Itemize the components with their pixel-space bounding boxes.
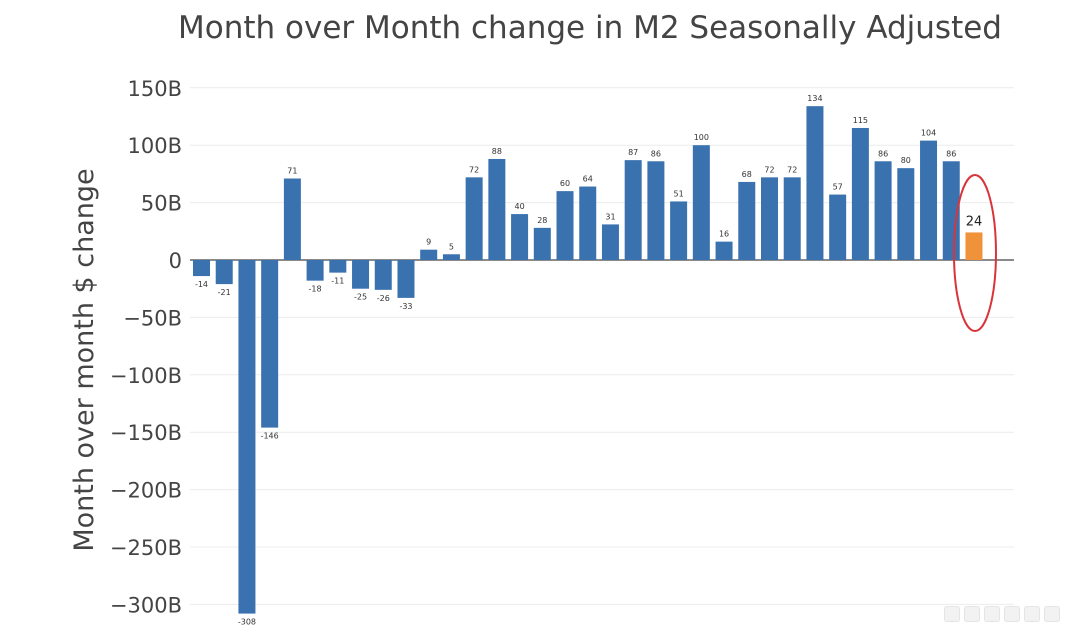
y-tick-label: −150B bbox=[110, 421, 182, 445]
bar-data-label: 86 bbox=[878, 149, 888, 158]
bar-data-label: 87 bbox=[628, 148, 638, 157]
bar bbox=[420, 249, 438, 260]
bar-data-label: -18 bbox=[309, 285, 322, 294]
bar bbox=[511, 214, 529, 260]
bar bbox=[624, 160, 642, 260]
bar-data-label: 24 bbox=[966, 214, 983, 229]
bar-data-label: -14 bbox=[195, 280, 208, 289]
bar-data-label: 60 bbox=[560, 179, 570, 188]
bar bbox=[851, 127, 869, 260]
data-labels: -14 -21 -308 -146 71 -18 -11 -25 -26 -33 9 5 72 88 40 2… bbox=[195, 94, 982, 626]
bar-data-label: 31 bbox=[605, 212, 615, 221]
bar-data-label: 40 bbox=[514, 202, 524, 211]
bar bbox=[193, 260, 210, 277]
bar bbox=[306, 260, 324, 281]
watermark-block bbox=[964, 606, 980, 622]
bar-data-label: 100 bbox=[694, 133, 709, 142]
bar-data-label: -25 bbox=[354, 293, 367, 302]
bar bbox=[488, 158, 506, 260]
bar-data-label: 5 bbox=[449, 242, 454, 251]
bar bbox=[692, 145, 710, 260]
bar-data-label: 51 bbox=[674, 189, 684, 198]
bar bbox=[329, 260, 347, 273]
y-axis-label: Month over month $ change bbox=[69, 168, 100, 551]
watermark-block bbox=[1024, 606, 1040, 622]
y-tick-label: −200B bbox=[110, 479, 182, 503]
y-tick-label: −100B bbox=[110, 364, 182, 388]
bar bbox=[465, 177, 483, 260]
bar bbox=[374, 260, 392, 290]
bar-data-label: -26 bbox=[377, 294, 390, 303]
y-tick-label: −250B bbox=[110, 536, 182, 560]
bar-data-label: 88 bbox=[492, 147, 502, 156]
bar bbox=[965, 232, 983, 260]
bar bbox=[352, 260, 370, 289]
y-tick-label: 150B bbox=[128, 77, 183, 101]
bar-data-label: 86 bbox=[946, 149, 956, 158]
bar-data-label: 104 bbox=[921, 129, 936, 138]
bar-data-label: 64 bbox=[583, 175, 593, 184]
bar bbox=[647, 161, 665, 260]
bar-data-label: 71 bbox=[287, 166, 297, 175]
bar-data-label: -33 bbox=[399, 302, 412, 311]
bar-data-label: -308 bbox=[238, 618, 256, 627]
bar bbox=[670, 201, 688, 260]
bar bbox=[942, 161, 960, 260]
bar-data-label: 68 bbox=[742, 170, 752, 179]
bar bbox=[601, 224, 619, 260]
bar bbox=[215, 260, 233, 285]
bar bbox=[874, 161, 892, 260]
bar bbox=[806, 106, 824, 260]
bar bbox=[829, 194, 847, 260]
bar bbox=[579, 186, 597, 260]
bar-data-label: 72 bbox=[787, 165, 797, 174]
bar bbox=[283, 178, 301, 260]
bar bbox=[238, 260, 256, 614]
bar bbox=[261, 260, 279, 428]
bar-data-label: -11 bbox=[331, 277, 344, 286]
highlight-circle bbox=[952, 174, 997, 332]
y-tick-label: 50B bbox=[141, 192, 182, 216]
gridlines bbox=[190, 87, 1014, 605]
y-tick-label: −50B bbox=[123, 306, 182, 330]
bar bbox=[556, 191, 574, 260]
bar bbox=[783, 177, 801, 260]
y-tick-label: −300B bbox=[110, 593, 182, 617]
bar bbox=[897, 168, 915, 260]
bar-data-label: 86 bbox=[651, 149, 661, 158]
watermark-block bbox=[1044, 606, 1060, 622]
bar-data-label: 80 bbox=[901, 156, 911, 165]
annotations bbox=[952, 174, 997, 332]
bar-data-label: -21 bbox=[218, 288, 231, 297]
bars bbox=[193, 106, 983, 614]
bar-data-label: 72 bbox=[469, 165, 479, 174]
bar-data-label: 57 bbox=[833, 183, 843, 192]
bar bbox=[738, 181, 756, 260]
chart-title: Month over Month change in M2 Seasonally… bbox=[178, 10, 1002, 46]
bar bbox=[397, 260, 415, 298]
bar-data-label: 28 bbox=[537, 216, 547, 225]
bar-data-label: 16 bbox=[719, 230, 729, 239]
bar bbox=[442, 254, 460, 260]
bar bbox=[761, 177, 778, 260]
y-axis-ticks: 150B 100B 50B 0 −50B −100B −150B −200B −250B −300… bbox=[110, 77, 182, 618]
watermark bbox=[944, 606, 1060, 622]
bar-data-label: 72 bbox=[764, 165, 774, 174]
watermark-block bbox=[1004, 606, 1020, 622]
bar-data-label: 9 bbox=[426, 238, 431, 247]
watermark-block bbox=[944, 606, 960, 622]
bar bbox=[715, 241, 733, 260]
bar-data-label: 115 bbox=[853, 116, 868, 125]
bar bbox=[533, 227, 551, 260]
bar-data-label: -146 bbox=[261, 432, 279, 441]
y-tick-label: 100B bbox=[128, 134, 183, 158]
y-tick-label: 0 bbox=[169, 249, 182, 273]
watermark-block bbox=[984, 606, 1000, 622]
bar-data-label: 134 bbox=[807, 94, 822, 103]
bar bbox=[920, 140, 938, 260]
